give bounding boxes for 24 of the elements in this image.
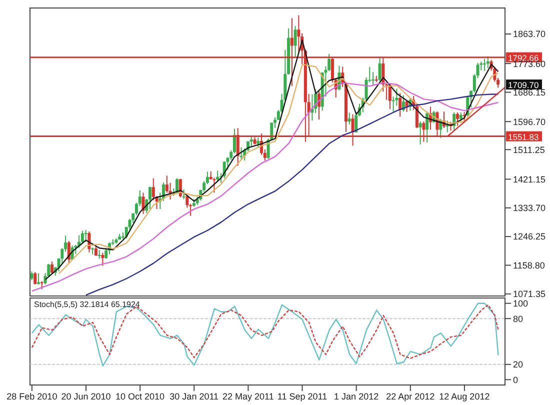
x-tick-label: 11 Sep 2011 [277,391,328,402]
x-tick-label: 12 Aug 2012 [439,391,490,402]
y-tick-label: 80 [513,314,524,324]
x-tick-label: 1 Jan 2012 [334,391,379,402]
y-tick-label: 1596.70 [513,116,546,127]
x-tick-label: 10 Oct 2010 [116,391,165,402]
annotation: 1709.70 [508,80,539,90]
x-tick-label: 22 May 2011 [222,391,274,402]
y-tick-label: 0 [513,374,518,385]
y-tick-label: 1246.25 [513,232,546,242]
ref-line-label: 1551.83 [508,132,539,142]
y-tick-label: 1071.35 [513,289,546,300]
x-tick-label: 28 Feb 2010 [6,391,58,402]
x-tick-label: 22 Apr 2012 [386,391,435,402]
y-tick-label: 1421.15 [513,174,546,184]
y-tick-label: 1158.80 [513,260,545,270]
y-tick-label: 20 [513,360,524,370]
y-tick-label: 1863.70 [513,29,546,40]
y-tick-label: 1333.70 [513,203,546,214]
x-tick-label: 20 Jun 2010 [61,391,111,402]
x-tick-label: 30 Jan 2011 [170,391,219,402]
y-tick-label: 1511.25 [513,144,545,155]
chart-title: Stoch(5,5,5) 32.1814 65.1924 [34,300,140,309]
y-tick-label: 100 [513,298,528,309]
